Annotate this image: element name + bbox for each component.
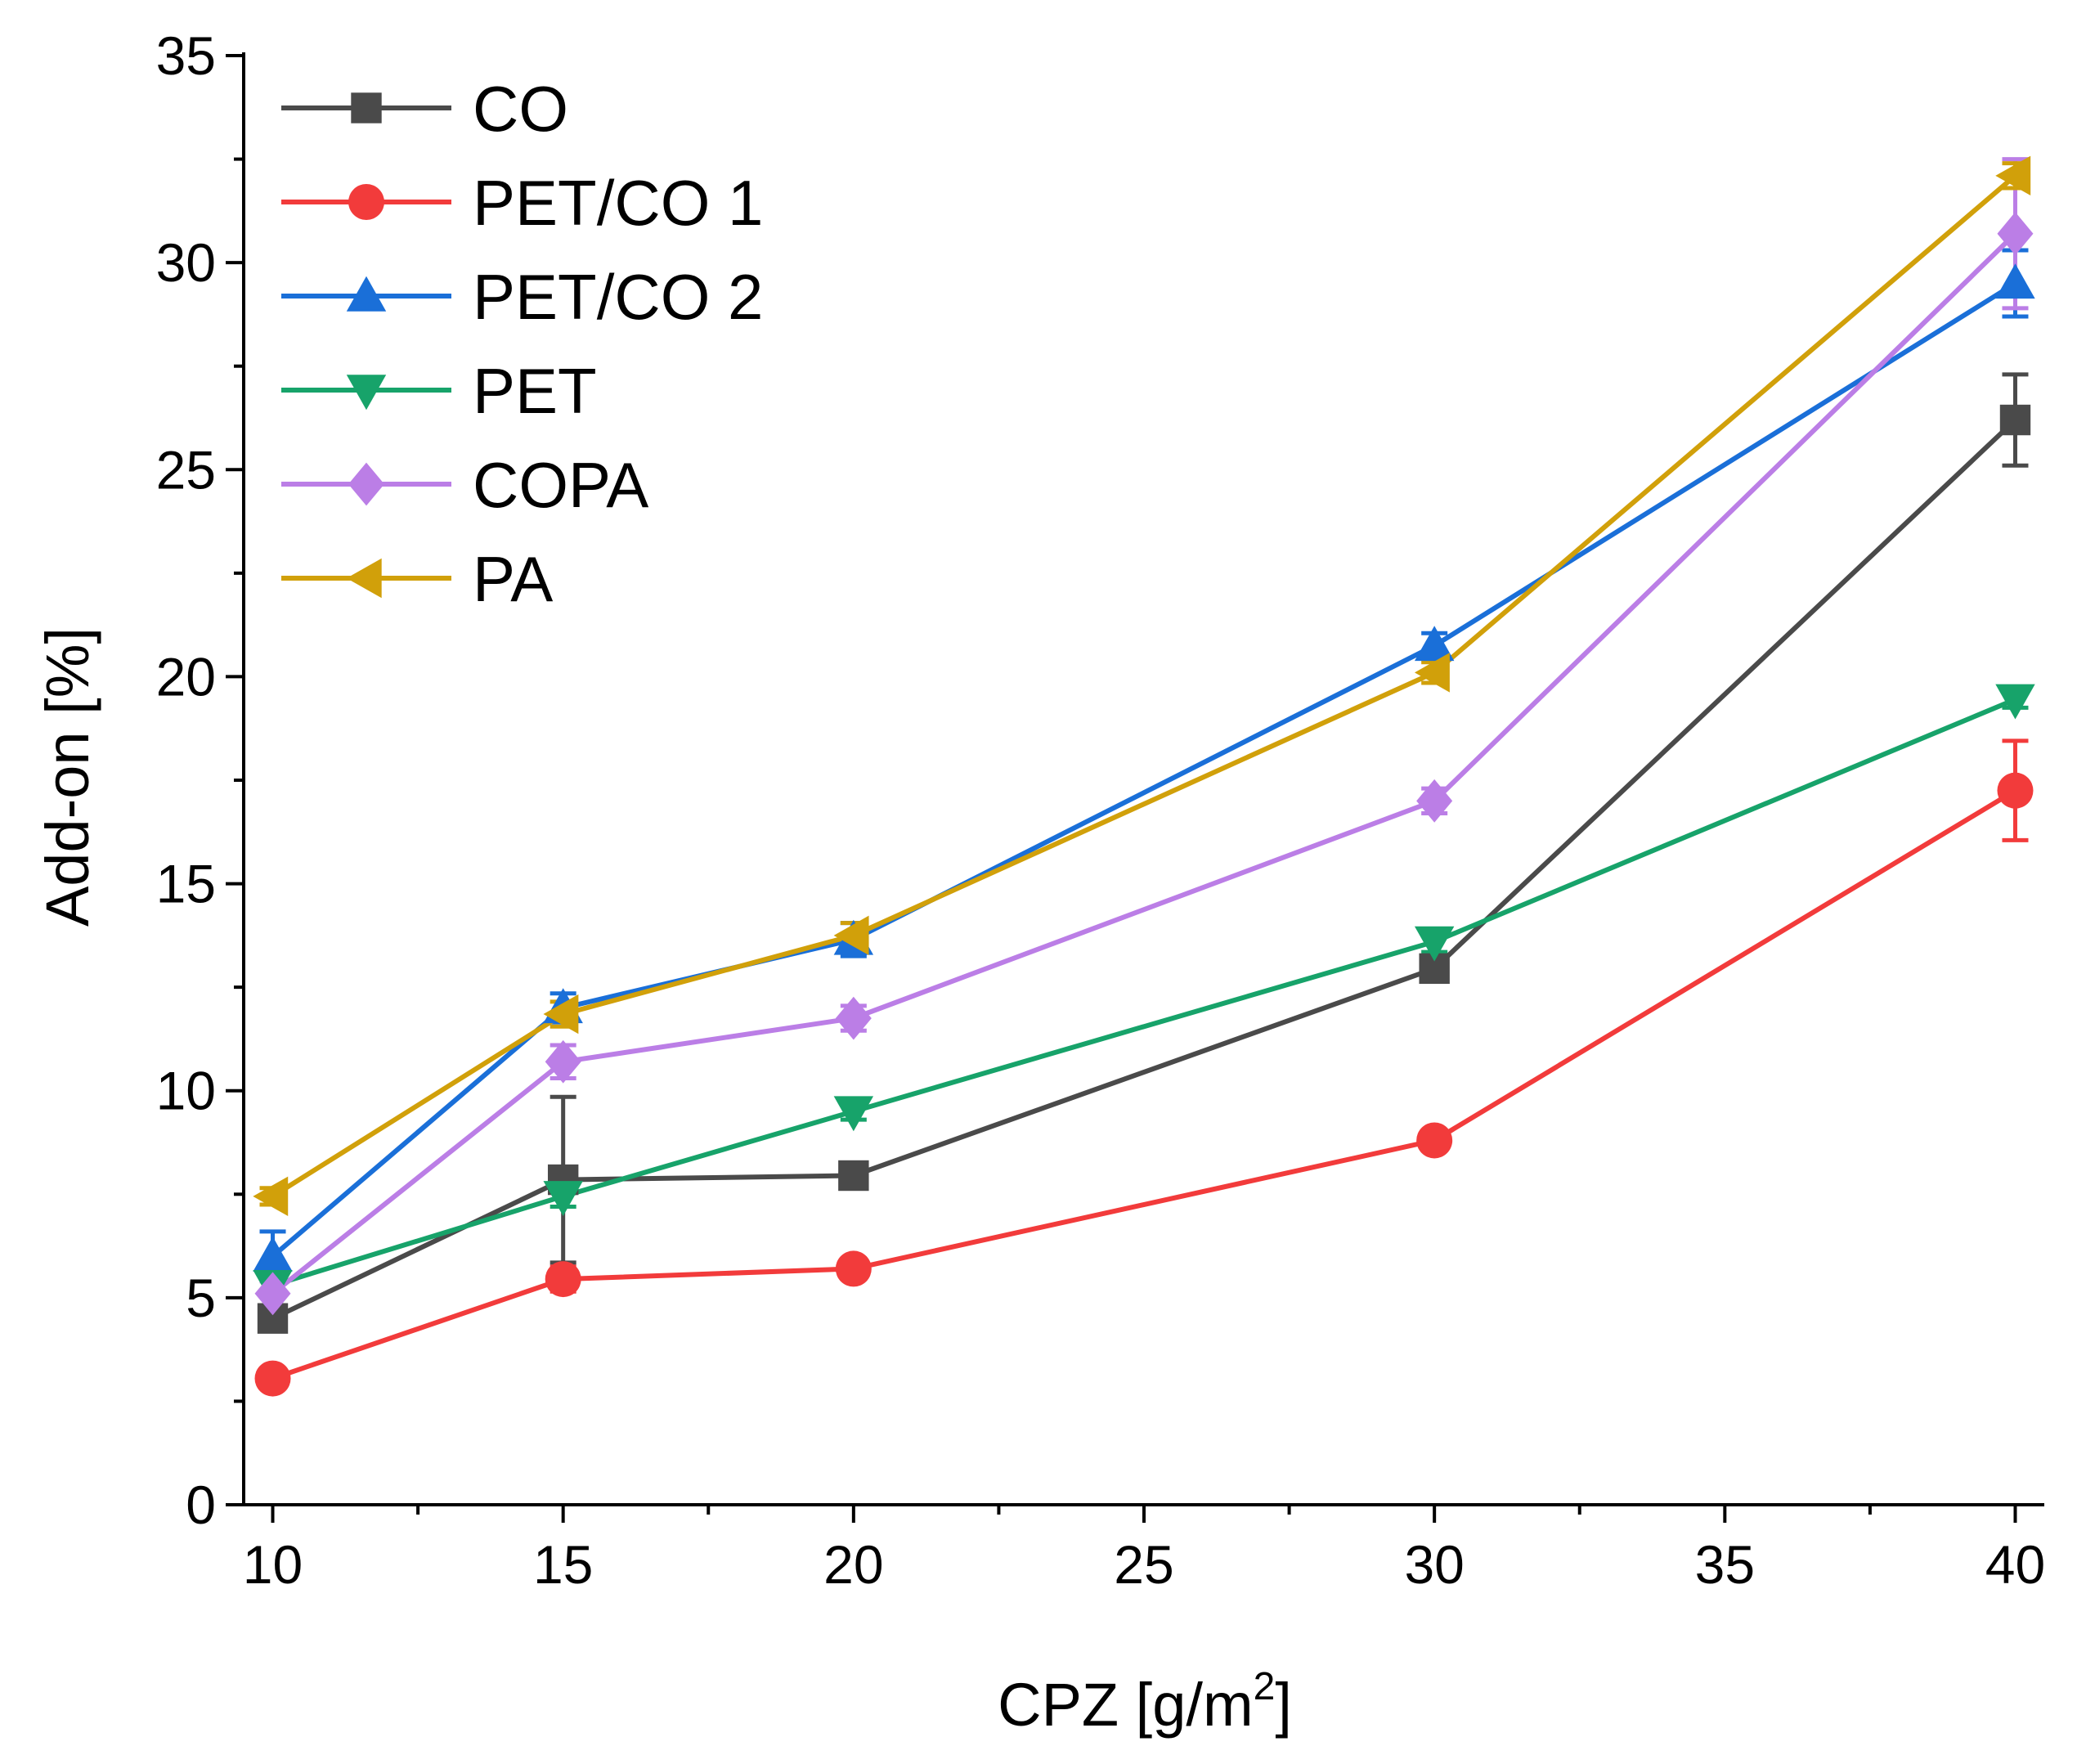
legend-label-pet-co-2: PET/CO 2 — [473, 261, 763, 333]
x-axis-title: CPZ [g/m2] — [998, 1665, 1292, 1739]
data-point-pa — [1414, 653, 1450, 693]
x-tick-label: 20 — [823, 1534, 883, 1595]
axes: 0 5 10 15 20 25 30 35 10 15 20 25 30 35 40 — [156, 25, 2046, 1595]
data-point-pet-co-1 — [835, 1250, 872, 1287]
legend-label-pa: PA — [473, 543, 553, 615]
data-point-pet — [1995, 684, 2035, 720]
data-points — [253, 155, 2035, 1397]
x-tick-label: 15 — [533, 1534, 593, 1595]
data-point-pa — [1995, 155, 2031, 196]
y-tick-label: 0 — [186, 1474, 216, 1535]
data-point-pet-co-1 — [545, 1261, 581, 1298]
data-point-pa — [543, 994, 579, 1035]
data-point-copa — [835, 996, 872, 1040]
y-tick-label: 30 — [156, 232, 216, 293]
legend-marker-copa — [348, 462, 384, 506]
data-point-pet — [833, 1096, 874, 1132]
data-point-pet-co-2 — [1995, 263, 2035, 299]
data-point-copa — [1997, 212, 2034, 256]
data-point-copa — [1416, 779, 1453, 823]
legend-marker-pet — [346, 375, 387, 411]
legend-item-pet-co-2: PET/CO 2 — [281, 261, 763, 333]
legend-label-co: CO — [473, 73, 568, 145]
legend-marker-pet-co-1 — [348, 184, 384, 220]
legend: CO PET/CO 1 PET/CO 2 PET COPA PA — [281, 73, 763, 615]
data-point-pet — [543, 1181, 583, 1217]
data-point-pet-co-2 — [1414, 626, 1455, 662]
legend-label-pet-co-1: PET/CO 1 — [473, 167, 763, 239]
data-point-pet-co-1 — [254, 1360, 291, 1397]
legend-marker-co — [351, 92, 382, 123]
data-point-pa — [833, 915, 869, 956]
data-point-co — [838, 1160, 869, 1192]
y-axis-title: Add-on [%] — [34, 627, 101, 927]
data-point-pet-co-1 — [1416, 1122, 1453, 1159]
legend-item-pet: PET — [281, 355, 597, 427]
data-point-co — [1999, 404, 2031, 436]
series-line-pet — [271, 697, 2016, 1288]
y-tick-label: 35 — [156, 25, 216, 86]
data-point-pet — [1414, 926, 1455, 962]
legend-item-pa: PA — [281, 543, 553, 615]
x-tick-label: 25 — [1114, 1534, 1173, 1595]
x-tick-label: 35 — [1695, 1534, 1755, 1595]
legend-item-pet-co-1: PET/CO 1 — [281, 167, 763, 239]
data-point-copa — [254, 1272, 291, 1316]
data-point-pet-co-2 — [253, 1237, 293, 1272]
y-tick-label: 5 — [186, 1268, 216, 1328]
data-point-copa — [545, 1039, 581, 1084]
data-point-pet-co-1 — [1997, 772, 2034, 809]
x-tick-label: 40 — [1985, 1534, 2045, 1595]
legend-marker-pet-co-2 — [346, 276, 387, 312]
y-tick-label: 10 — [156, 1061, 216, 1121]
y-tick-label: 25 — [156, 439, 216, 500]
x-tick-label: 30 — [1404, 1534, 1464, 1595]
legend-item-copa: COPA — [281, 449, 648, 521]
legend-marker-pa — [346, 558, 382, 599]
x-tick-label: 10 — [243, 1534, 303, 1595]
data-point-pa — [253, 1176, 289, 1217]
series-line-pet-co-2 — [271, 281, 2017, 1259]
legend-label-pet: PET — [473, 355, 597, 427]
legend-item-co: CO — [281, 73, 568, 145]
y-tick-label: 15 — [156, 854, 216, 914]
legend-label-copa: COPA — [473, 449, 648, 521]
y-tick-label: 20 — [156, 646, 216, 707]
